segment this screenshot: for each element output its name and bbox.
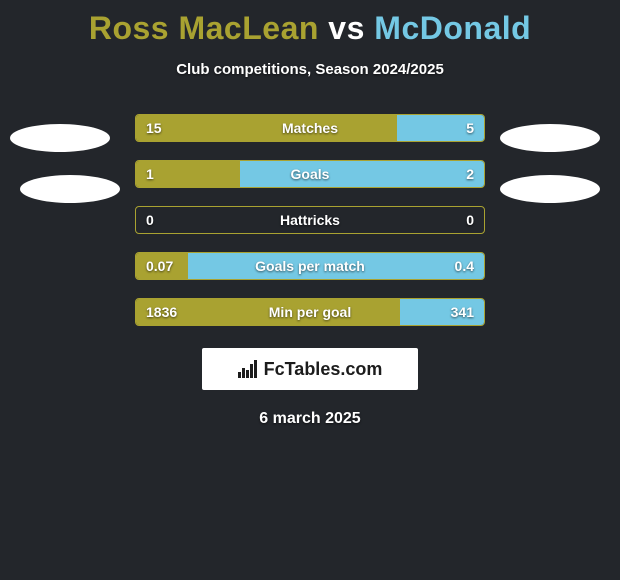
stat-value-right: 5 [466, 120, 474, 136]
stat-bar: 1 Goals 2 [135, 160, 485, 188]
stat-value-right: 0.4 [455, 258, 474, 274]
stat-value-left: 1 [146, 166, 154, 182]
player2-name: McDonald [374, 10, 531, 46]
stat-label: Goals per match [255, 258, 365, 274]
ellipse-icon [500, 175, 600, 203]
stat-value-right: 341 [451, 304, 474, 320]
branding-text: FcTables.com [264, 359, 383, 380]
ellipse-icon [500, 124, 600, 152]
stat-value-right: 2 [466, 166, 474, 182]
comparison-title: Ross MacLean vs McDonald [89, 10, 531, 47]
stat-label: Hattricks [280, 212, 340, 228]
stat-bar-right-fill [240, 161, 484, 187]
subtitle: Club competitions, Season 2024/2025 [176, 61, 444, 78]
stat-bar: 0.07 Goals per match 0.4 [135, 252, 485, 280]
stat-bar-left-fill [136, 115, 397, 141]
stat-label: Matches [282, 120, 338, 136]
branding-badge: FcTables.com [202, 348, 418, 390]
ellipse-icon [20, 175, 120, 203]
stat-label: Min per goal [269, 304, 351, 320]
stat-bar: 0 Hattricks 0 [135, 206, 485, 234]
player1-name: Ross MacLean [89, 10, 319, 46]
stat-value-right: 0 [466, 212, 474, 228]
stat-label: Goals [291, 166, 330, 182]
stat-value-left: 15 [146, 120, 162, 136]
stat-value-left: 1836 [146, 304, 177, 320]
stat-value-left: 0.07 [146, 258, 173, 274]
stat-bar: 15 Matches 5 [135, 114, 485, 142]
vs-text: vs [328, 10, 365, 46]
stat-bars: 15 Matches 5 1 Goals 2 0 Hattricks 0 0.07 Goals pe… [135, 114, 485, 326]
ellipse-icon [10, 124, 110, 152]
date-text: 6 march 2025 [259, 410, 360, 428]
stat-bar: 1836 Min per goal 341 [135, 298, 485, 326]
barchart-icon [238, 360, 258, 378]
stat-value-left: 0 [146, 212, 154, 228]
